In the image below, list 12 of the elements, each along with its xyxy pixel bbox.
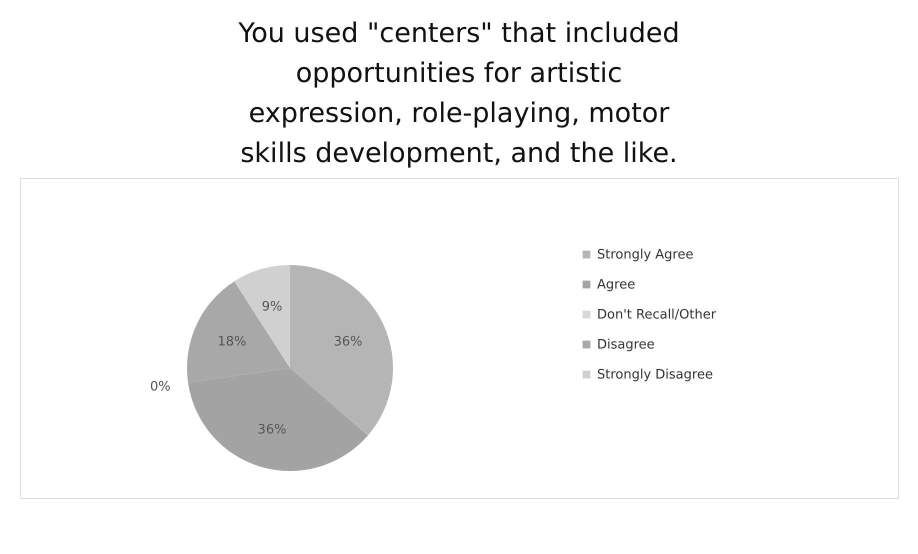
chart-title: You used "centers" that included opportunities for artistic expression, role-playing, motor skills development, and the like.: [237, 18, 680, 169]
data-label: 9%: [262, 300, 282, 315]
legend-label: Don't Recall/Other: [597, 308, 717, 322]
legend-label: Disagree: [597, 338, 655, 352]
data-label: 18%: [217, 334, 246, 350]
legend-label: Strongly Agree: [597, 248, 694, 262]
legend-label: Strongly Disagree: [597, 368, 713, 382]
data-label: 36%: [334, 334, 363, 350]
data-label: 36%: [258, 422, 286, 438]
legend-label: Agree: [597, 278, 636, 292]
pie-slice: [290, 265, 393, 436]
text: 0%: [150, 380, 171, 395]
